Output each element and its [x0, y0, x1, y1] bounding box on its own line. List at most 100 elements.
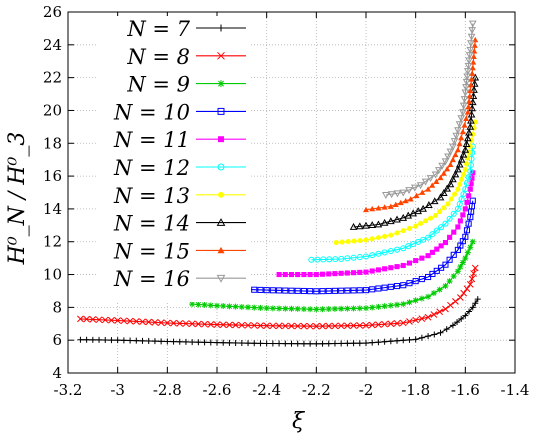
triangle-marker [449, 175, 457, 183]
x-tick-label: -3 [110, 381, 125, 399]
filled-square-marker [276, 271, 282, 278]
triangle-marker [446, 180, 455, 188]
plus-marker [350, 340, 357, 347]
inverted-triangle-marker [459, 102, 468, 110]
circle-marker [429, 231, 436, 238]
legend-entry-5: N = 11 [113, 128, 246, 152]
filled-square-marker [447, 234, 453, 240]
plus-marker [300, 340, 307, 347]
plus-marker [220, 339, 227, 346]
star-marker [436, 286, 443, 293]
filled-square-marker [313, 271, 319, 278]
square-marker [257, 286, 264, 293]
circle-marker [415, 238, 422, 245]
triangle-marker [374, 220, 383, 228]
filled-circle-marker [345, 239, 351, 245]
cross-marker [412, 316, 420, 324]
square-marker [412, 278, 419, 285]
star-marker [214, 302, 220, 309]
circle-marker [465, 174, 472, 181]
filled-circle-marker [441, 205, 447, 211]
plus-marker [338, 340, 345, 347]
plus-marker [443, 326, 450, 333]
cross-marker [471, 264, 479, 272]
filled-square-marker [457, 218, 463, 224]
filled-circle-marker [455, 186, 461, 192]
inverted-triangle-marker [467, 40, 475, 48]
cross-marker [430, 311, 438, 318]
triangle-marker [470, 79, 479, 87]
filled-square-marker [451, 229, 457, 235]
circle-marker [326, 256, 333, 263]
x-tick-label: -1.6 [451, 381, 480, 399]
cross-marker [195, 320, 202, 328]
cross-marker [466, 281, 474, 288]
filled-square-marker [351, 270, 357, 276]
filled-square-marker [307, 271, 313, 278]
square-marker [325, 287, 332, 295]
star-marker [450, 273, 457, 280]
series-3 [189, 238, 476, 313]
plus-marker [214, 339, 220, 346]
star-marker [381, 303, 388, 310]
legend-entry-10: N = 16 [113, 267, 246, 291]
x-tick-label: -2.6 [203, 381, 232, 399]
triangle-marker [436, 193, 445, 201]
y-tick-label: 20 [43, 101, 62, 119]
filled-circle-marker [459, 176, 465, 182]
star-marker [232, 303, 239, 310]
filled-circle-marker [375, 235, 381, 241]
star-marker [350, 305, 357, 312]
filled-triangle-marker [467, 82, 474, 88]
filled-square-marker [301, 271, 307, 278]
plus-marker [145, 338, 152, 345]
inverted-triangle-marker [216, 274, 226, 283]
plus-marker [313, 340, 320, 347]
star-marker [294, 305, 301, 312]
inverted-triangle-marker [467, 33, 476, 41]
series-line [241, 200, 474, 292]
triangle-marker [409, 209, 418, 217]
plus-marker [307, 340, 314, 347]
y-tick-label: 12 [43, 233, 62, 251]
filled-circle-marker [357, 238, 363, 244]
triangle-marker [443, 184, 451, 192]
star-marker [462, 255, 469, 262]
square-marker [429, 270, 436, 277]
filled-square-marker [406, 260, 413, 266]
inverted-triangle-marker [465, 52, 474, 60]
filled-circle-marker [452, 191, 458, 197]
filled-square-marker [466, 193, 472, 199]
square-marker [338, 287, 345, 294]
star-marker [307, 306, 314, 313]
circle-marker [400, 245, 407, 252]
square-marker [438, 264, 445, 271]
cross-marker [424, 313, 432, 321]
star-marker [467, 244, 474, 251]
filled-circle-marker [423, 218, 429, 224]
filled-triangle-marker [454, 146, 461, 153]
filled-square-marker [282, 271, 288, 278]
filled-circle-marker [437, 209, 443, 215]
circle-marker [387, 247, 394, 255]
cross-marker [120, 317, 128, 325]
triangle-marker [466, 122, 475, 130]
plus-marker [127, 337, 134, 344]
plus-marker [294, 340, 301, 347]
circle-marker [308, 256, 315, 263]
filled-square-marker [400, 262, 406, 269]
circle-marker [356, 254, 363, 261]
cross-marker [207, 321, 215, 328]
inverted-triangle-marker [468, 27, 477, 35]
star-marker [263, 305, 270, 312]
filled-triangle-marker [440, 170, 447, 176]
series-line [279, 172, 474, 276]
square-marker [300, 287, 307, 295]
series-7 [333, 119, 478, 246]
plus-marker [263, 340, 270, 347]
square-marker [350, 287, 357, 294]
star-marker [338, 305, 345, 312]
square-marker [217, 107, 225, 115]
cross-marker [269, 322, 277, 330]
